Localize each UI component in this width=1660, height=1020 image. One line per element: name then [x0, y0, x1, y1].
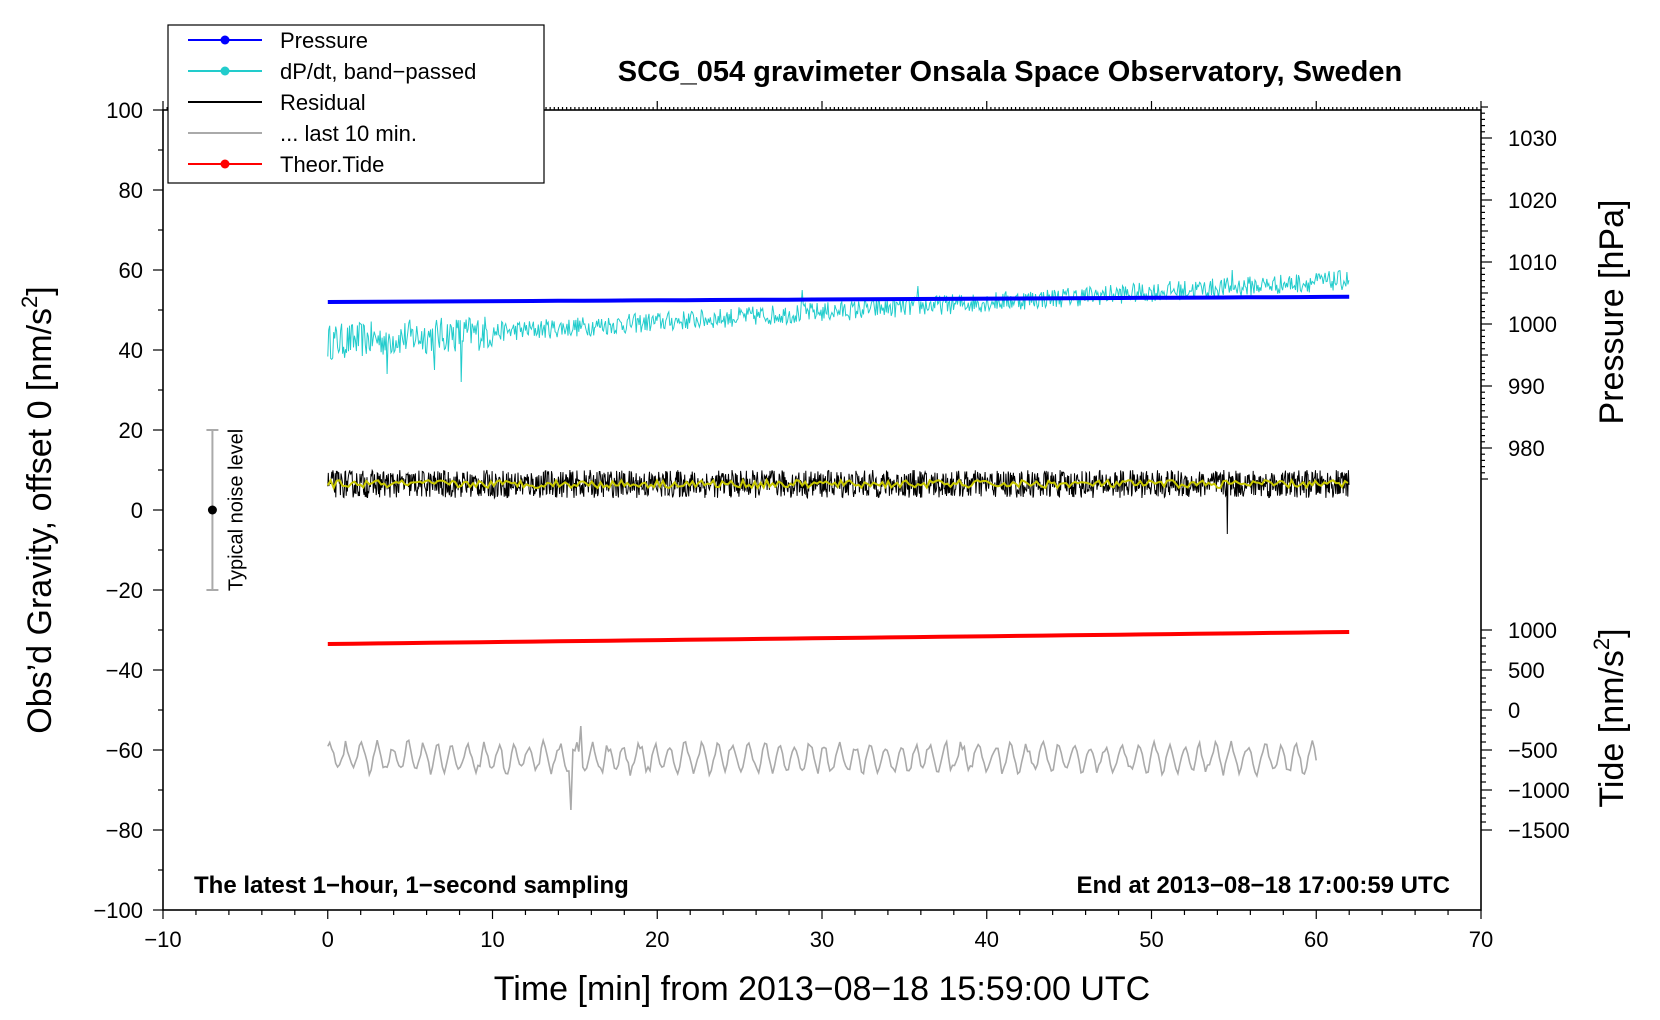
x-tick-label: 70: [1469, 927, 1493, 952]
x-tick-label: 50: [1139, 927, 1163, 952]
legend-box: [167, 24, 545, 184]
x-axis-ticks: −10 0 10 20 30 40 50 60 70: [144, 101, 1493, 952]
series-last-10-min-line: [327, 725, 1317, 811]
legend-swatch-marker: [220, 159, 230, 169]
legend-label: ... last 10 min.: [280, 121, 417, 146]
tide-tick-label: −1500: [1508, 818, 1570, 843]
y-tick-label: 60: [119, 258, 143, 283]
y-tick-label: 40: [119, 338, 143, 363]
tide-axis-ticks: −1500 −1000 −500 0 500 1000: [1481, 618, 1570, 843]
series-tide-line: [327, 630, 1350, 646]
y-tick-label: 20: [119, 418, 143, 443]
tide-axis-label: Tide [nm/s2]: [1589, 628, 1631, 807]
y-tick-label: 0: [131, 498, 143, 523]
pressure-tick-label: 1030: [1508, 126, 1557, 151]
x-tick-label: −10: [144, 927, 181, 952]
tide-tick-label: 500: [1508, 658, 1545, 683]
pressure-axis-label: Pressure [hPa]: [1593, 200, 1631, 425]
legend: Pressure dP/dt, band−passed Residual ... la…: [188, 28, 476, 177]
y-tick-label: 80: [119, 178, 143, 203]
series-residual-line: [327, 468, 1350, 535]
series-pressure-line: [327, 294, 1350, 304]
noise-bar-center-dot: [207, 505, 217, 515]
y-tick-label: −60: [106, 738, 143, 763]
x-tick-label: 30: [810, 927, 834, 952]
pressure-tick-label: 990: [1508, 374, 1545, 399]
y-axis-ticks: −100 −80 −60 −40 −20 0 20 40 60 80 100: [93, 98, 163, 923]
pressure-tick-label: 980: [1508, 436, 1545, 461]
noise-level-label: Typical noise level: [225, 429, 247, 591]
x-tick-label: 20: [645, 927, 669, 952]
x-tick-label: 40: [975, 927, 999, 952]
plot-frame: [162, 109, 1482, 911]
tide-tick-label: −1000: [1508, 778, 1570, 803]
tide-tick-label: 0: [1508, 698, 1520, 723]
legend-label: dP/dt, band−passed: [280, 59, 476, 84]
y-axis-label-left: Obs’d Gravity, offset 0 [nm/s2]: [17, 286, 59, 733]
legend-label: Pressure: [280, 28, 368, 53]
legend-label: Residual: [280, 90, 366, 115]
y-tick-label: −40: [106, 658, 143, 683]
legend-swatch-marker: [220, 35, 230, 45]
tide-tick-label: 1000: [1508, 618, 1557, 643]
pressure-tick-label: 1000: [1508, 312, 1557, 337]
pressure-tick-label: 1010: [1508, 250, 1557, 275]
x-axis-label: Time [min] from 2013−08−18 15:59:00 UTC: [494, 970, 1150, 1008]
series-residual-smoothed-line: [326, 477, 1349, 491]
x-tick-label: 60: [1304, 927, 1328, 952]
y-tick-label: −80: [106, 818, 143, 843]
y-tick-label: −100: [93, 898, 143, 923]
y-tick-label: 100: [106, 98, 143, 123]
x-tick-label: 10: [480, 927, 504, 952]
legend-label: Theor.Tide: [280, 152, 384, 177]
annotation-bottom-left: The latest 1−hour, 1−second sampling: [194, 872, 629, 899]
pressure-axis-ticks: 980 990 1000 1010 1020 1030: [1481, 106, 1557, 480]
series-dpdt-line: [327, 269, 1350, 383]
pressure-tick-label: 1020: [1508, 188, 1557, 213]
y-tick-label: −20: [106, 578, 143, 603]
legend-swatch-marker: [220, 66, 230, 76]
x-tick-label: 0: [322, 927, 334, 952]
noise-level-bar: [206, 429, 219, 591]
annotation-bottom-right: End at 2013−08−18 17:00:59 UTC: [1076, 872, 1450, 899]
chart-title: SCG_054 gravimeter Onsala Space Observat…: [618, 56, 1402, 88]
tide-tick-label: −500: [1508, 738, 1558, 763]
